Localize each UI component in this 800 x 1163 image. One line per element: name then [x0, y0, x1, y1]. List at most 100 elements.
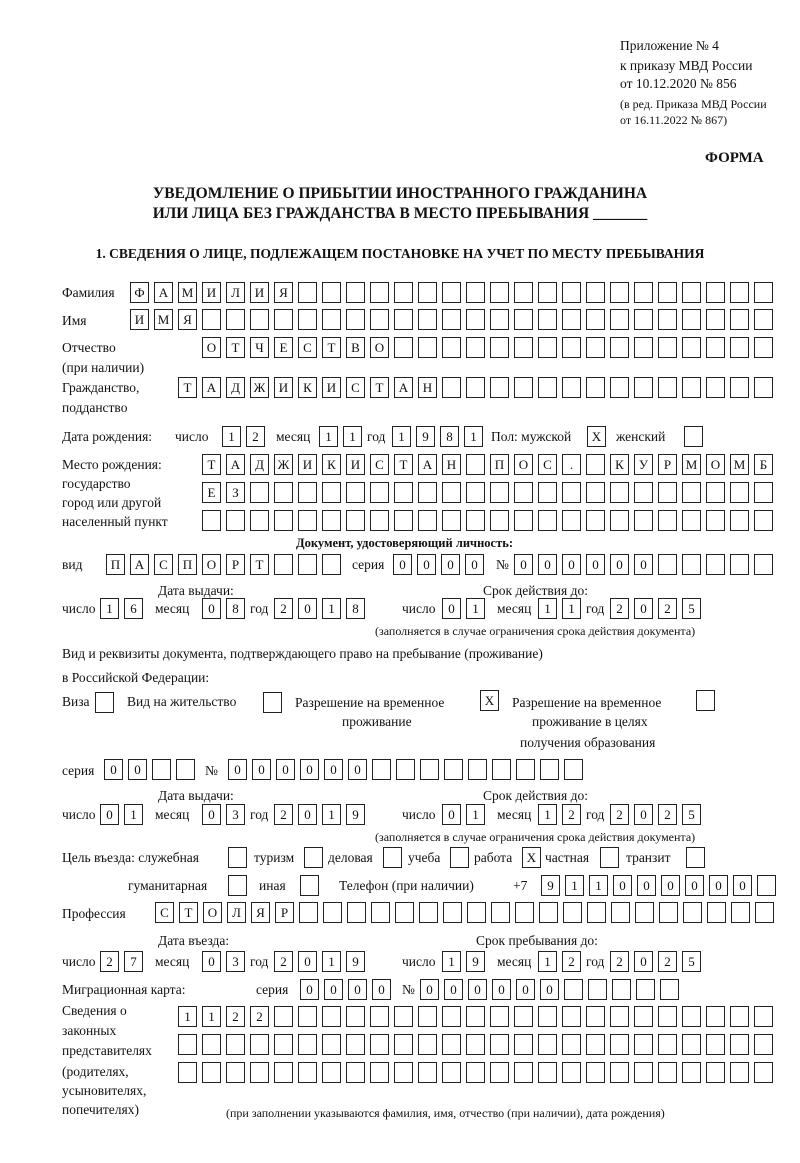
- char-cell[interactable]: [250, 309, 269, 330]
- char-cell[interactable]: [683, 902, 702, 923]
- char-cell[interactable]: А: [226, 454, 245, 475]
- char-cell[interactable]: 0: [298, 598, 317, 619]
- char-cell[interactable]: Я: [251, 902, 270, 923]
- char-cell[interactable]: [299, 902, 318, 923]
- char-cell[interactable]: 2: [274, 804, 293, 825]
- char-cell[interactable]: [658, 1006, 677, 1027]
- char-cell[interactable]: 2: [274, 951, 293, 972]
- char-cell[interactable]: [562, 337, 581, 358]
- char-cell[interactable]: 1: [178, 1006, 197, 1027]
- char-cell[interactable]: [754, 309, 773, 330]
- char-cell[interactable]: 1: [124, 804, 143, 825]
- char-cell[interactable]: [250, 510, 269, 531]
- char-cell[interactable]: [682, 309, 701, 330]
- char-cell[interactable]: Т: [394, 454, 413, 475]
- char-cell[interactable]: [442, 510, 461, 531]
- char-cell[interactable]: 0: [348, 979, 367, 1000]
- char-cell[interactable]: [322, 510, 341, 531]
- char-cell[interactable]: [274, 482, 293, 503]
- char-cell[interactable]: [610, 482, 629, 503]
- char-cell[interactable]: 1: [442, 951, 461, 972]
- char-cell[interactable]: Ж: [250, 377, 269, 398]
- char-cell[interactable]: И: [346, 454, 365, 475]
- char-cell[interactable]: [538, 1062, 557, 1083]
- char-cell[interactable]: А: [394, 377, 413, 398]
- char-cell[interactable]: [346, 1034, 365, 1055]
- char-cell[interactable]: [418, 1034, 437, 1055]
- char-cell[interactable]: [176, 759, 195, 780]
- char-cell[interactable]: [418, 510, 437, 531]
- char-cell[interactable]: 0: [202, 804, 221, 825]
- char-cell[interactable]: 2: [246, 426, 265, 447]
- char-cell[interactable]: 0: [276, 759, 295, 780]
- char-cell[interactable]: 0: [634, 951, 653, 972]
- char-cell[interactable]: Д: [250, 454, 269, 475]
- char-cell[interactable]: Т: [370, 377, 389, 398]
- char-cell[interactable]: [322, 1062, 341, 1083]
- char-cell[interactable]: [563, 902, 582, 923]
- char-cell[interactable]: [466, 1006, 485, 1027]
- char-cell[interactable]: О: [370, 337, 389, 358]
- char-cell[interactable]: 5: [682, 951, 701, 972]
- char-cell[interactable]: [757, 875, 776, 896]
- char-cell[interactable]: 1: [538, 598, 557, 619]
- char-cell[interactable]: 0: [128, 759, 147, 780]
- char-cell[interactable]: [586, 282, 605, 303]
- char-cell[interactable]: [346, 309, 365, 330]
- char-cell[interactable]: [730, 482, 749, 503]
- char-cell[interactable]: [418, 482, 437, 503]
- char-cell[interactable]: [226, 1062, 245, 1083]
- char-cell[interactable]: [706, 282, 725, 303]
- char-cell[interactable]: [658, 482, 677, 503]
- char-cell[interactable]: [202, 1062, 221, 1083]
- char-cell[interactable]: И: [322, 377, 341, 398]
- char-cell[interactable]: С: [298, 337, 317, 358]
- char-cell[interactable]: [298, 1034, 317, 1055]
- char-cell[interactable]: 0: [709, 875, 728, 896]
- char-cell[interactable]: 0: [324, 759, 343, 780]
- char-cell[interactable]: [394, 1006, 413, 1027]
- char-cell[interactable]: [418, 309, 437, 330]
- char-cell[interactable]: [346, 282, 365, 303]
- char-cell[interactable]: 2: [658, 804, 677, 825]
- char-cell[interactable]: 2: [226, 1006, 245, 1027]
- char-cell[interactable]: 1: [202, 1006, 221, 1027]
- char-cell[interactable]: [394, 337, 413, 358]
- char-cell[interactable]: [634, 377, 653, 398]
- char-cell[interactable]: [658, 1062, 677, 1083]
- char-cell[interactable]: [514, 337, 533, 358]
- checkbox-cell[interactable]: [696, 690, 715, 711]
- char-cell[interactable]: [322, 1006, 341, 1027]
- char-cell[interactable]: 0: [420, 979, 439, 1000]
- char-cell[interactable]: [634, 309, 653, 330]
- checkbox-cell[interactable]: X: [522, 847, 541, 868]
- char-cell[interactable]: [442, 282, 461, 303]
- char-cell[interactable]: 0: [442, 598, 461, 619]
- char-cell[interactable]: [658, 337, 677, 358]
- char-cell[interactable]: [346, 510, 365, 531]
- char-cell[interactable]: [730, 282, 749, 303]
- char-cell[interactable]: [250, 1062, 269, 1083]
- char-cell[interactable]: 5: [682, 598, 701, 619]
- char-cell[interactable]: [466, 510, 485, 531]
- char-cell[interactable]: [226, 1034, 245, 1055]
- char-cell[interactable]: 2: [610, 804, 629, 825]
- char-cell[interactable]: [610, 282, 629, 303]
- char-cell[interactable]: [634, 482, 653, 503]
- checkbox-cell[interactable]: [686, 847, 705, 868]
- char-cell[interactable]: [754, 1062, 773, 1083]
- char-cell[interactable]: [755, 902, 774, 923]
- char-cell[interactable]: 0: [468, 979, 487, 1000]
- char-cell[interactable]: [490, 377, 509, 398]
- char-cell[interactable]: Е: [274, 337, 293, 358]
- char-cell[interactable]: С: [538, 454, 557, 475]
- char-cell[interactable]: [514, 1006, 533, 1027]
- char-cell[interactable]: [562, 377, 581, 398]
- char-cell[interactable]: [514, 510, 533, 531]
- char-cell[interactable]: [418, 337, 437, 358]
- char-cell[interactable]: И: [274, 377, 293, 398]
- char-cell[interactable]: [731, 902, 750, 923]
- char-cell[interactable]: [658, 510, 677, 531]
- char-cell[interactable]: С: [346, 377, 365, 398]
- char-cell[interactable]: [658, 554, 677, 575]
